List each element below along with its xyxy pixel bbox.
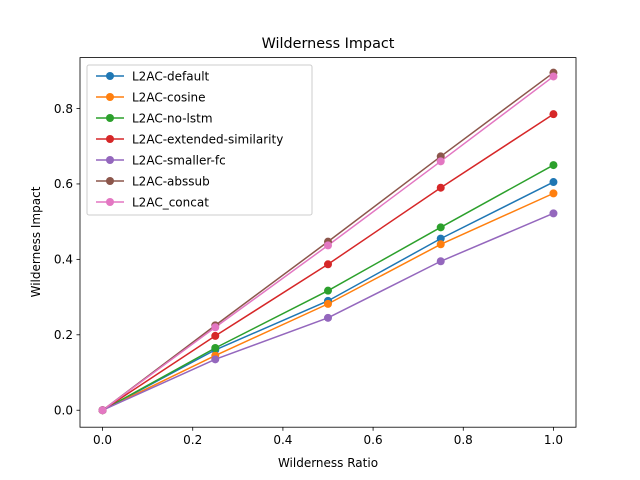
legend-entries: L2AC-default L2AC-cosine L2AC-no-lstm L2AC-… — [96, 69, 283, 209]
y-tick-label: 0.0 — [54, 404, 73, 418]
data-point — [324, 260, 332, 269]
x-tick-label: 0.6 — [364, 433, 383, 447]
x-tick-label: 0.0 — [93, 433, 112, 447]
legend-label: L2AC-abssub — [132, 174, 210, 188]
y-axis-ticks: 0.0 0.2 0.4 0.6 0.8 — [54, 102, 80, 418]
legend-label: L2AC-cosine — [132, 90, 206, 104]
x-tick-label: 1.0 — [544, 433, 563, 447]
legend-label: L2AC-default — [132, 69, 210, 83]
x-axis-ticks: 0.0 0.2 0.4 0.6 0.8 1.0 — [93, 427, 563, 447]
legend-marker — [106, 93, 114, 101]
data-point — [549, 178, 558, 187]
x-axis-label: Wilderness Ratio — [278, 456, 378, 470]
legend-box — [86, 64, 313, 216]
data-point — [549, 209, 558, 218]
legend: L2AC-default L2AC-cosine L2AC-no-lstm L2AC-… — [86, 64, 313, 216]
legend-marker — [106, 72, 114, 80]
legend-label: L2AC_concat — [132, 195, 209, 209]
legend-label: L2AC-no-lstm — [132, 111, 213, 125]
data-point — [324, 286, 332, 295]
y-tick-label: 0.8 — [54, 102, 73, 116]
chart-title: Wilderness Impact — [262, 36, 395, 52]
plot-area-frame — [79, 57, 577, 428]
y-tick-label: 0.4 — [54, 253, 73, 267]
legend-label: L2AC-smaller-fc — [132, 153, 226, 167]
y-tick-label: 0.6 — [54, 177, 73, 191]
data-point — [324, 241, 332, 250]
data-point — [436, 240, 445, 249]
data-point — [211, 344, 220, 352]
data-point — [549, 161, 558, 170]
data-point — [211, 323, 220, 332]
data-point — [211, 355, 220, 364]
data-point — [98, 406, 107, 415]
data-point — [549, 189, 558, 198]
data-point — [211, 331, 220, 340]
x-tick-label: 0.8 — [454, 433, 473, 447]
x-tick-label: 0.2 — [183, 433, 202, 447]
y-axis-label: Wilderness Impact — [29, 186, 43, 297]
plot-markers — [98, 68, 558, 415]
y-tick-label: 0.2 — [54, 328, 73, 342]
legend-marker — [106, 198, 114, 206]
data-point — [436, 157, 445, 166]
data-point — [549, 110, 558, 119]
data-point — [436, 223, 445, 232]
legend-label: L2AC-extended-similarity — [132, 132, 283, 146]
legend-marker — [106, 135, 114, 143]
data-point — [324, 313, 332, 322]
data-point — [436, 234, 445, 243]
legend-marker — [106, 114, 114, 122]
legend-marker — [106, 156, 114, 164]
x-tick-label: 0.4 — [273, 433, 292, 447]
data-point — [436, 257, 445, 266]
data-point — [324, 299, 332, 308]
data-point — [549, 72, 558, 81]
legend-marker — [106, 177, 114, 185]
data-point — [436, 183, 445, 192]
